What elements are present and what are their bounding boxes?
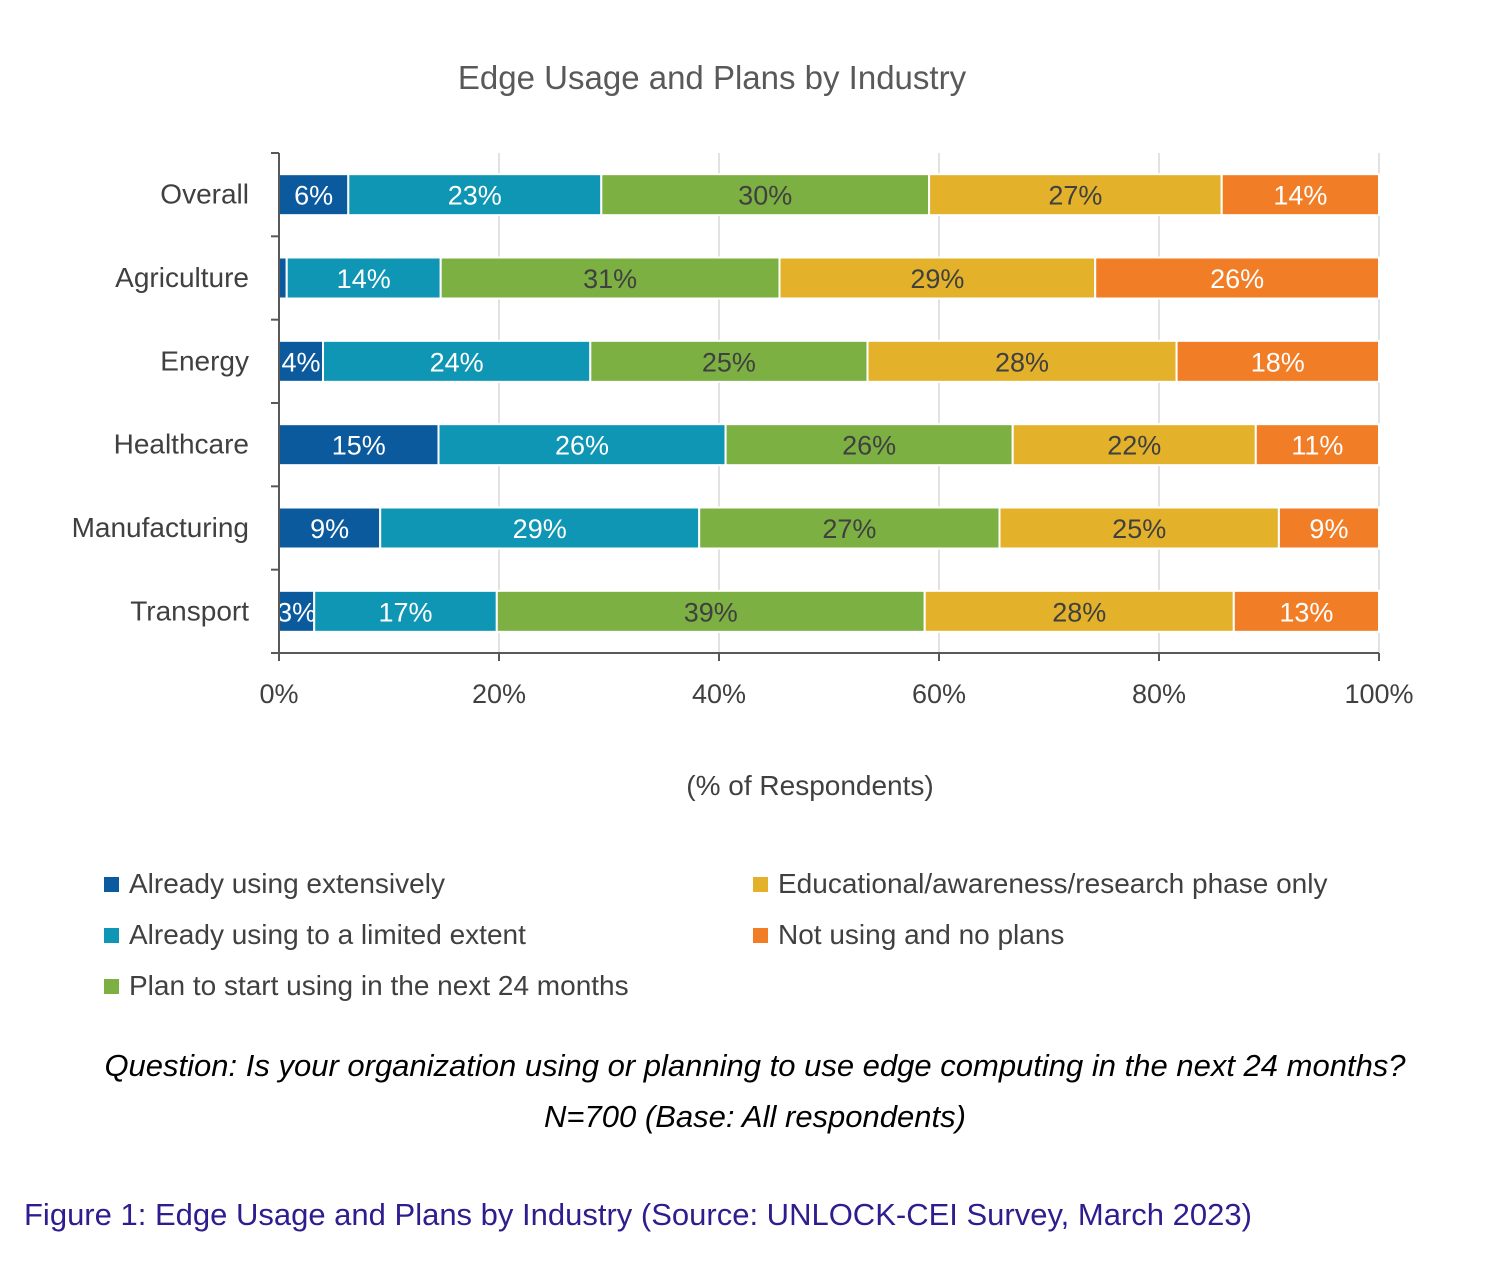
- category-label: Healthcare: [114, 429, 249, 460]
- category-label: Energy: [160, 345, 249, 376]
- data-label: 26%: [555, 431, 609, 461]
- data-label: 6%: [294, 181, 333, 211]
- data-label: 4%: [281, 347, 320, 377]
- data-label: 29%: [910, 264, 964, 294]
- bar-segment: [698, 506, 1001, 550]
- x-tick-label: 20%: [472, 679, 526, 709]
- bar-segment: [495, 589, 926, 633]
- stacked-bar-chart: Edge Usage and Plans by Industry 6% 23% 30…: [72, 59, 1414, 801]
- data-label: 28%: [1052, 597, 1106, 627]
- data-label: 17%: [378, 597, 432, 627]
- bar-segment: [1094, 256, 1380, 300]
- bars: 6% 23% 30% 27% 14% 14% 31% 29% 26% 4% 24% 25% 28% 18%…: [277, 173, 1381, 633]
- axes: [271, 152, 1380, 661]
- chart-title: Edge Usage and Plans by Industry: [458, 59, 967, 96]
- survey-question: Question: Is your organization using or …: [104, 1048, 1406, 1134]
- bar-segment: [278, 256, 288, 300]
- data-label: 23%: [448, 181, 502, 211]
- data-label: 29%: [513, 514, 567, 544]
- bar-segment: [437, 423, 727, 467]
- data-label: 13%: [1279, 597, 1333, 627]
- bar-segment: [1277, 506, 1381, 550]
- data-label: 22%: [1107, 431, 1161, 461]
- x-tick-label: 0%: [259, 679, 298, 709]
- bar-segment: [600, 173, 931, 217]
- bar-segment: [1254, 423, 1381, 467]
- category-labels: Overall Agriculture Energy Healthcare Manufa…: [72, 179, 250, 627]
- bar-segment: [379, 506, 701, 550]
- data-label: 18%: [1251, 347, 1305, 377]
- bar-segment: [866, 339, 1178, 383]
- data-label: 39%: [684, 597, 738, 627]
- category-label: Transport: [130, 595, 249, 626]
- data-label: 14%: [1273, 181, 1327, 211]
- data-label: 27%: [822, 514, 876, 544]
- figure-caption: Figure 1: Edge Usage and Plans by Indust…: [24, 1197, 1252, 1232]
- data-label: 31%: [583, 264, 637, 294]
- data-label: 25%: [1112, 514, 1166, 544]
- bar-segment: [313, 589, 498, 633]
- bar-segment: [1220, 173, 1380, 217]
- x-axis-label: (% of Respondents): [686, 770, 933, 801]
- x-tick-labels: 0% 20% 40% 60% 80% 100%: [259, 679, 1413, 709]
- bar-segment: [998, 506, 1280, 550]
- bar-segment: [923, 589, 1235, 633]
- data-label: 11%: [1291, 431, 1343, 461]
- category-label: Overall: [160, 179, 249, 210]
- data-label: 26%: [1210, 264, 1264, 294]
- data-label: 24%: [430, 347, 484, 377]
- data-label: 28%: [995, 347, 1049, 377]
- data-label: 26%: [842, 431, 896, 461]
- bar-segment: [1232, 589, 1381, 633]
- category-label: Manufacturing: [72, 512, 249, 543]
- data-label: 15%: [332, 431, 386, 461]
- data-label: 30%: [738, 181, 792, 211]
- data-label: 14%: [337, 264, 391, 294]
- bar-segment: [439, 256, 781, 300]
- gridlines: [498, 153, 1380, 653]
- bar-segment: [322, 339, 592, 383]
- x-tick-label: 60%: [912, 679, 966, 709]
- category-label: Agriculture: [115, 262, 249, 293]
- bar-segment: [1011, 423, 1257, 467]
- data-label: 27%: [1048, 181, 1102, 211]
- x-tick-label: 80%: [1132, 679, 1186, 709]
- data-label: 9%: [1309, 514, 1348, 544]
- data-label: 25%: [702, 347, 756, 377]
- x-tick-label: 100%: [1344, 679, 1413, 709]
- bar-segment: [1175, 339, 1380, 383]
- x-tick-label: 40%: [692, 679, 746, 709]
- data-label: 9%: [310, 514, 349, 544]
- data-label: 3%: [277, 597, 316, 627]
